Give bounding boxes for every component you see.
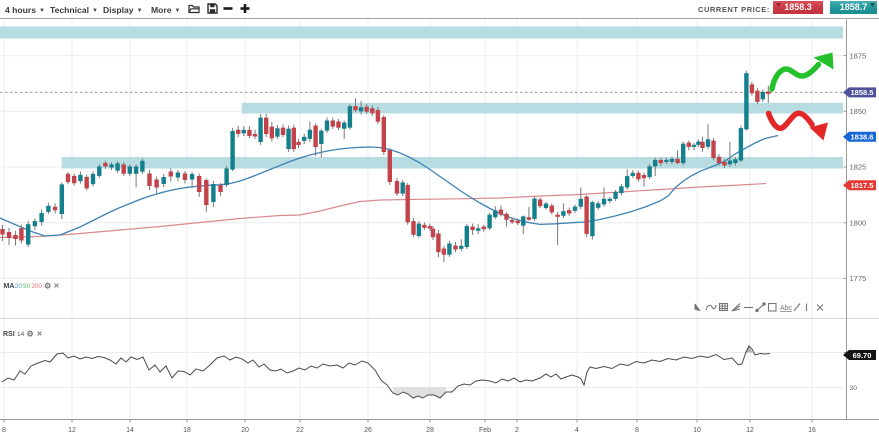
svg-text:26: 26 (364, 427, 372, 434)
svg-text:10: 10 (693, 427, 701, 434)
svg-text:1850: 1850 (850, 107, 867, 116)
svg-text:1817.5: 1817.5 (851, 181, 874, 190)
svg-text:20: 20 (15, 283, 23, 290)
svg-text:✕: ✕ (37, 331, 43, 338)
svg-text:18: 18 (183, 427, 191, 434)
svg-text:1875: 1875 (850, 51, 867, 60)
svg-text:14: 14 (17, 331, 25, 338)
svg-text:MA: MA (4, 283, 15, 290)
svg-text:1825: 1825 (850, 163, 867, 172)
svg-text:RSI: RSI (3, 331, 15, 338)
svg-text:8: 8 (2, 427, 6, 434)
svg-text:2: 2 (515, 427, 519, 434)
svg-text:1775: 1775 (850, 274, 867, 283)
svg-text:4: 4 (575, 427, 579, 434)
svg-text:200: 200 (31, 283, 42, 290)
svg-text:⚙: ⚙ (44, 282, 51, 291)
svg-text:28: 28 (426, 427, 434, 434)
svg-text:1800: 1800 (850, 218, 867, 227)
svg-text:✕: ✕ (54, 283, 60, 290)
svg-text:50: 50 (23, 283, 31, 290)
svg-text:69.70: 69.70 (853, 351, 872, 360)
svg-text:22: 22 (296, 427, 304, 434)
svg-text:1838.6: 1838.6 (851, 133, 874, 142)
svg-text:Feb: Feb (479, 427, 491, 434)
svg-text:20: 20 (241, 427, 249, 434)
svg-text:1858.5: 1858.5 (851, 88, 874, 97)
svg-text:12: 12 (746, 427, 754, 434)
svg-text:30: 30 (850, 385, 858, 392)
svg-text:⚙: ⚙ (27, 330, 34, 339)
svg-text:8: 8 (635, 427, 639, 434)
svg-text:12: 12 (68, 427, 76, 434)
svg-text:14: 14 (126, 427, 134, 434)
svg-text:16: 16 (808, 427, 816, 434)
svg-text:Abc: Abc (780, 305, 793, 312)
